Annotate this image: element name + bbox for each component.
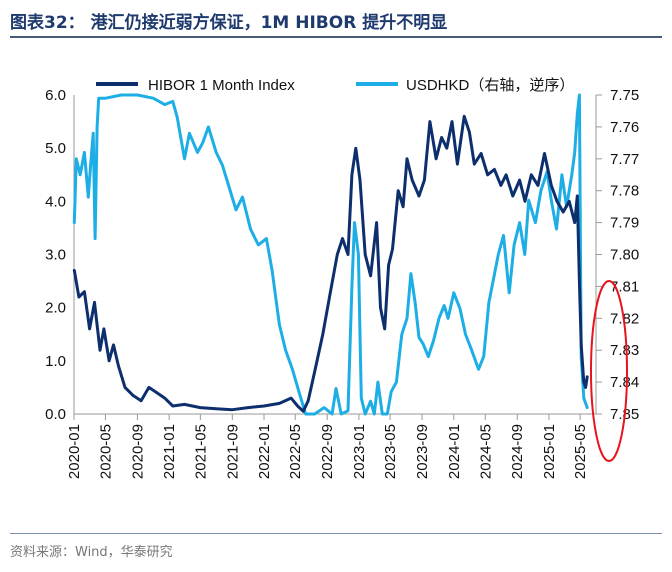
x-tick-label: 2020-05 <box>97 424 114 479</box>
left-tick-label: 5.0 <box>45 140 66 157</box>
chart-frame <box>73 95 597 415</box>
chart: 0.0 1.0 2.0 3.0 4.0 5.0 6.0 7.75 7.76 7.77 7.78 7.… <box>45 77 639 479</box>
x-tick-label: 2024-05 <box>477 424 494 479</box>
right-tick-label: 7.81 <box>610 278 639 295</box>
legend-label-usdhkd: USDHKD（右轴，逆序） <box>406 77 574 94</box>
left-tick-label: 4.0 <box>45 193 66 210</box>
series-layer <box>72 93 589 416</box>
x-tick-label: 2021-09 <box>224 424 241 479</box>
legend-label-hibor: HIBOR 1 Month Index <box>148 77 295 94</box>
x-tick-label: 2021-01 <box>161 424 178 479</box>
series-line-usdhkd <box>72 93 589 416</box>
left-tick-label: 1.0 <box>45 353 66 370</box>
x-tick-label: 2024-01 <box>446 424 463 479</box>
chart-title: 图表32： 港汇仍接近弱方保证，1M HIBOR 提升不明显 <box>10 13 448 33</box>
left-tick-label: 2.0 <box>45 300 66 317</box>
left-tick-label: 0.0 <box>45 406 66 423</box>
x-tick-label: 2025-05 <box>572 424 589 479</box>
x-tick-label: 2023-09 <box>414 424 431 479</box>
source-note: 资料来源：Wind，华泰研究 <box>10 545 173 560</box>
right-tick-label: 7.80 <box>610 247 639 264</box>
footer-divider <box>10 533 662 534</box>
right-tick-label: 7.79 <box>610 215 639 232</box>
x-tick-label: 2023-01 <box>351 424 368 479</box>
right-tick-label: 7.77 <box>610 151 639 168</box>
series-line-hibor <box>72 114 589 413</box>
x-tick-label: 2025-01 <box>541 424 558 479</box>
left-tick-label: 3.0 <box>45 247 66 264</box>
right-tick-label: 7.83 <box>610 342 639 359</box>
x-tick-label: 2022-09 <box>319 424 336 479</box>
x-tick-label: 2023-05 <box>382 424 399 479</box>
left-axis-ticks: 0.0 1.0 2.0 3.0 4.0 5.0 6.0 <box>45 87 66 423</box>
title-bar: 图表32： 港汇仍接近弱方保证，1M HIBOR 提升不明显 <box>10 6 662 38</box>
right-tick-label: 7.84 <box>610 374 639 391</box>
right-axis-ticks: 7.757.767.777.787.797.807.817.827.837.84… <box>596 87 639 423</box>
right-tick-label: 7.76 <box>610 119 639 136</box>
x-axis-ticks: 2020-01 2020-05 2020-09 2021-01 2021-05 2021-… <box>66 414 589 479</box>
legend: HIBOR 1 Month Index USDHKD（右轴，逆序） <box>96 77 574 94</box>
highlight-circle <box>590 280 628 462</box>
x-tick-label: 2024-09 <box>509 424 526 479</box>
left-tick-label: 6.0 <box>45 87 66 104</box>
x-tick-label: 2020-09 <box>129 424 146 479</box>
right-tick-label: 7.78 <box>610 183 639 200</box>
x-tick-label: 2020-01 <box>66 424 83 479</box>
x-tick-label: 2022-05 <box>287 424 304 479</box>
x-tick-label: 2022-01 <box>256 424 273 479</box>
x-tick-label: 2021-05 <box>192 424 209 479</box>
right-tick-label: 7.75 <box>610 87 639 104</box>
